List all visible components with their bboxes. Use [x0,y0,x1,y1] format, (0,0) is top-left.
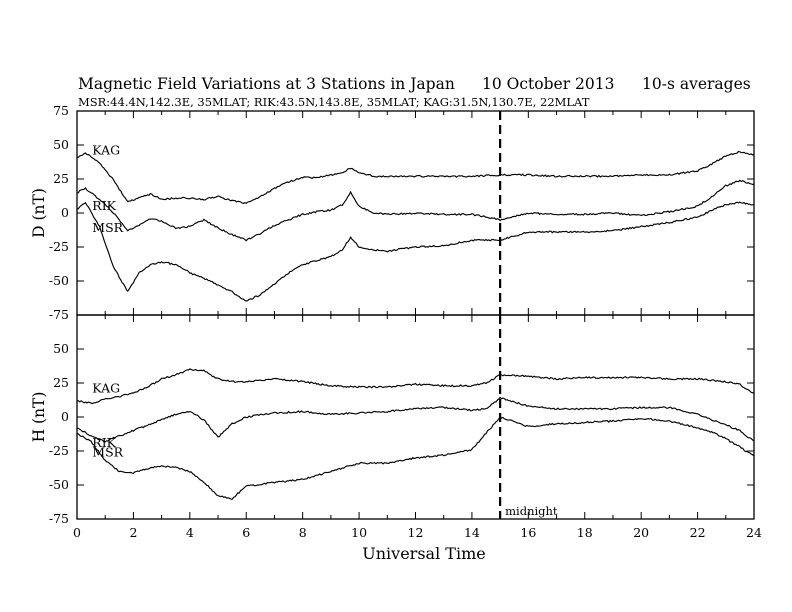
y-tick-label: 75 [53,103,69,118]
x-tick-label: 6 [242,525,250,540]
series-label-msr: MSR [92,220,123,235]
y-tick-label: -75 [49,307,69,322]
x-tick-label: 24 [746,525,762,540]
midnight-label: midnight [505,504,558,518]
y-tick-label: 25 [53,171,69,186]
y-tick-label: 0 [61,205,69,220]
chart-date: 10 October 2013 [482,75,614,93]
y-tick-label: -25 [49,239,69,254]
y-tick-label: -50 [49,477,69,492]
x-tick-label: 4 [186,525,194,540]
y-tick-label: 50 [53,137,69,152]
plot-frame [76,314,755,520]
x-tick-label: 2 [129,525,137,540]
series-label-kag: KAG [92,142,120,157]
x-tick-label: 16 [520,525,536,540]
stations-info: MSR:44.4N,142.3E, 35MLAT; RIK:43.5N,143.… [78,95,590,109]
x-tick-label: 0 [73,525,81,540]
x-tick-label: 10 [351,525,367,540]
y-tick-label: -75 [49,511,69,526]
y-tick-label: 25 [53,375,69,390]
x-tick-label: 14 [464,525,480,540]
x-tick-label: 20 [633,525,649,540]
series-label-rik: RIK [92,198,116,213]
series-line-kag [76,368,755,405]
series-line-rik [76,179,755,242]
series-line-msr [76,201,755,302]
y-tick-label: -50 [49,273,69,288]
series-line-rik [76,396,755,443]
series-label-kag: KAG [92,380,120,395]
series-line-kag [76,150,755,205]
d-component-panel: -75 -50 -25 0 25 50 75 D (nT) KAG RIK MSR [30,103,755,322]
y-tick-label: 0 [61,409,69,424]
series-line-msr [76,415,755,501]
y-axis-title: D (nT) [30,188,48,238]
series-label-msr: MSR [92,444,123,459]
chart-title: Magnetic Field Variations at 3 Stations … [78,75,455,93]
y-axis-title: H (nT) [30,392,48,443]
x-axis-title: Universal Time [362,544,485,563]
x-tick-label: 8 [299,525,307,540]
series-label-rik: RIK [92,435,116,450]
chart-averaging: 10-s averages [642,75,751,93]
x-tick-label: 12 [408,525,424,540]
y-tick-label: 50 [53,341,69,356]
y-tick-label: -25 [49,443,69,458]
x-tick-label: 22 [690,525,706,540]
x-tick-label: 18 [577,525,593,540]
